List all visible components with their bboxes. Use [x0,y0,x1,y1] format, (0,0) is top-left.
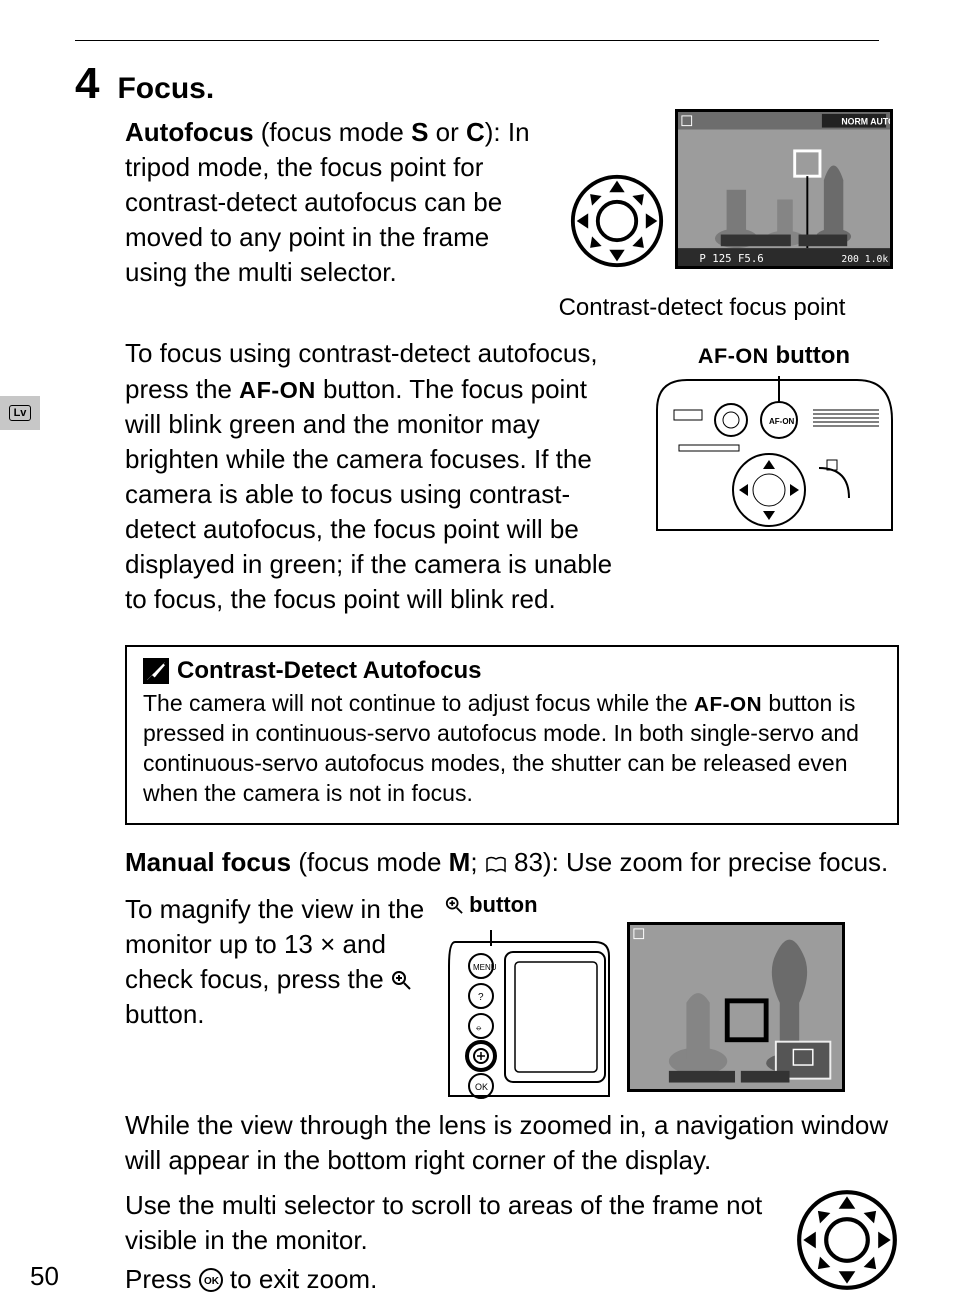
multi-selector-icon [569,173,665,269]
step-number: 4 [75,59,99,109]
autofocus-paragraph: Autofocus (focus mode S or C): In tripod… [125,115,549,290]
content: Autofocus (focus mode S or C): In tripod… [125,109,899,617]
ok-button-icon: OK [199,1268,223,1292]
afon-illustration-block: AF-ON button AF-ON [649,336,899,545]
zoom-illustrations: button MENU ? ⦵ OK [445,892,899,1102]
zoom-caption: button [445,892,899,918]
autofocus-label: Autofocus [125,117,254,147]
svg-text:NORM AUTO: NORM AUTO [841,117,890,127]
lcd-contrast-point: NORM AUTO P 125 [675,109,893,269]
mf-para3: Use the multi selector to scroll to area… [125,1188,775,1258]
step-header: 4 Focus. [75,59,899,109]
svg-text:MENU: MENU [473,963,497,972]
top-images: NORM AUTO P 125 [569,109,899,269]
zoom-in-icon [445,896,463,914]
note-box: Contrast-Detect Autofocus The camera wil… [125,645,899,825]
caption-afon: AF-ON button [649,342,899,370]
svg-text:200 1.0k: 200 1.0k [841,254,888,265]
svg-text:AF-ON: AF-ON [769,417,795,426]
svg-text:P 125 F5.6: P 125 F5.6 [699,252,763,265]
camera-top-outline: AF-ON [649,370,899,540]
note-body: The camera will not continue to adjust f… [143,689,881,809]
lcd-zoom-view [627,922,845,1092]
lv-label: Lv [9,405,31,421]
lv-tab-icon: Lv [0,396,40,430]
page-number: 50 [30,1261,59,1292]
caption-contrast-point: Contrast-detect focus point [505,294,899,322]
note-header: Contrast-Detect Autofocus [143,657,881,685]
afon-paragraph: To focus using contrast-detect autofocus… [125,336,629,617]
note-warning-icon [143,658,169,684]
zoom-in-icon [391,970,411,990]
svg-text:⦵: ⦵ [475,1022,483,1032]
multi-selector-icon [795,1188,899,1292]
lcd-illustration: NORM AUTO P 125 [678,112,890,268]
page-ref-book-icon [485,856,507,874]
camera-back-outline: MENU ? ⦵ OK [445,922,615,1102]
zoom-section: To magnify the view in the monitor up to… [125,892,899,1297]
mf-para4: Press OK to exit zoom. [125,1262,775,1297]
mf-para2: While the view through the lens is zoome… [125,1108,899,1178]
manual-focus-line: Manual focus (focus mode M; 83): Use zoo… [125,845,899,880]
horizontal-rule [75,40,879,41]
lcd-zoom-illustration [630,925,842,1090]
svg-text:OK: OK [475,1082,488,1092]
svg-text:?: ? [478,992,484,1003]
step-title: Focus. [117,72,214,106]
svg-text:OK: OK [204,1276,220,1287]
mf-bottom-text: Use the multi selector to scroll to area… [125,1188,775,1297]
note-title: Contrast-Detect Autofocus [177,657,481,685]
mf-para1: To magnify the view in the monitor up to… [125,892,425,1032]
